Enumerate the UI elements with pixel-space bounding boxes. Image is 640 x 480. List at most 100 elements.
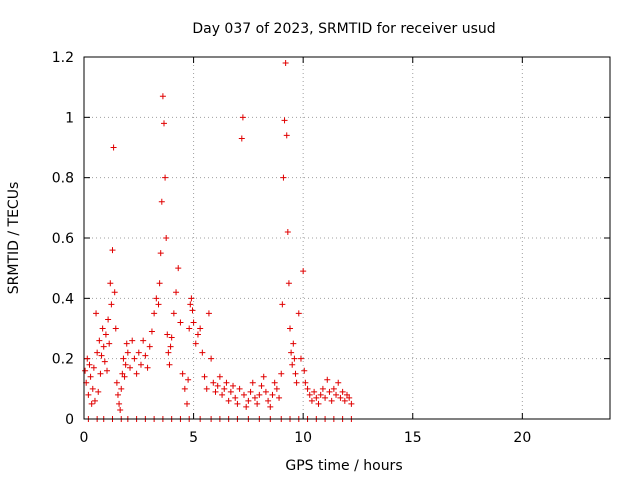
data-point — [133, 370, 140, 377]
data-point — [107, 280, 114, 287]
axis-ticks — [83, 56, 610, 420]
data-point — [194, 331, 201, 338]
data-point — [104, 367, 111, 374]
y-tick-label: 0.2 — [52, 352, 74, 368]
data-point — [192, 340, 199, 347]
x-tick-label: 15 — [404, 430, 422, 446]
data-point — [94, 349, 101, 356]
data-point — [271, 379, 278, 386]
data-point — [279, 301, 286, 308]
data-point — [186, 325, 193, 332]
data-point — [313, 394, 320, 401]
data-point — [110, 144, 117, 151]
data-point — [239, 114, 246, 121]
data-point — [311, 388, 318, 395]
data-point — [112, 325, 119, 332]
data-point — [285, 280, 292, 287]
data-point — [230, 382, 237, 389]
data-point — [291, 355, 298, 362]
data-point — [190, 319, 197, 326]
data-point — [335, 379, 342, 386]
data-point — [106, 340, 113, 347]
data-point — [280, 174, 287, 181]
y-axis-label: SRMTID / TECUs — [6, 182, 22, 295]
data-point — [165, 349, 172, 356]
data-point — [205, 310, 212, 317]
data-point — [93, 310, 100, 317]
data-point — [273, 385, 280, 392]
data-point — [293, 379, 300, 386]
data-point — [278, 370, 285, 377]
data-point — [129, 337, 136, 344]
x-tick-label: 0 — [80, 430, 89, 446]
data-point — [86, 361, 93, 368]
data-point — [98, 352, 105, 359]
data-point — [236, 385, 243, 392]
data-point — [163, 235, 170, 241]
data-point — [344, 391, 350, 398]
data-point — [240, 391, 247, 398]
y-tick-label: 1.2 — [52, 50, 74, 66]
data-point — [212, 388, 219, 395]
data-point — [284, 228, 291, 235]
x-axis-label: GPS time / hours — [285, 458, 402, 474]
data-point — [330, 385, 337, 392]
data-point — [101, 358, 108, 365]
data-point — [127, 364, 134, 371]
data-point — [348, 400, 355, 407]
data-point — [337, 394, 344, 401]
data-point — [108, 301, 115, 308]
data-point — [148, 328, 155, 335]
x-tick-label: 5 — [189, 430, 198, 446]
data-point — [203, 385, 210, 392]
data-point — [258, 382, 265, 389]
data-point — [119, 370, 126, 377]
data-point — [301, 367, 308, 374]
tick-labels: 0 0.2 0.4 0.6 0.8 1 1.2 0 5 10 15 20 — [52, 50, 532, 446]
y-tick-label: 1 — [65, 110, 74, 126]
data-point — [260, 373, 267, 380]
data-point — [210, 379, 217, 386]
data-point — [221, 385, 228, 392]
data-point — [265, 397, 272, 404]
data-point — [302, 379, 309, 386]
data-point — [175, 265, 182, 272]
data-point — [197, 325, 204, 332]
data-point — [140, 337, 147, 344]
data-point — [95, 388, 102, 395]
data-point — [188, 295, 195, 302]
data-point — [288, 349, 295, 356]
data-point — [185, 376, 192, 383]
y-tick-label: 0.6 — [52, 231, 74, 247]
grid-lines — [84, 57, 610, 419]
data-point — [97, 370, 104, 377]
data-point — [243, 403, 250, 410]
data-point — [289, 361, 296, 368]
data-point — [160, 120, 167, 127]
data-point — [118, 385, 125, 392]
data-point — [167, 343, 174, 350]
data-point — [155, 301, 162, 308]
data-point — [116, 400, 123, 407]
data-point — [199, 349, 206, 356]
data-point — [166, 361, 173, 368]
data-point — [179, 370, 186, 377]
data-point — [170, 310, 177, 317]
data-point — [142, 352, 149, 359]
data-point — [151, 310, 158, 317]
data-point — [91, 397, 98, 404]
data-point — [262, 388, 269, 395]
data-point — [184, 400, 191, 407]
data-point — [223, 379, 230, 386]
data-point — [99, 325, 106, 332]
data-point — [225, 397, 232, 404]
data-point — [254, 400, 261, 407]
x-tick-label: 10 — [294, 430, 312, 446]
y-tick-label: 0.4 — [52, 291, 74, 307]
data-point — [201, 373, 208, 380]
data-point — [102, 331, 109, 338]
data-point — [326, 388, 333, 395]
data-point — [297, 355, 304, 362]
data-point — [339, 388, 346, 395]
data-point — [300, 268, 307, 275]
